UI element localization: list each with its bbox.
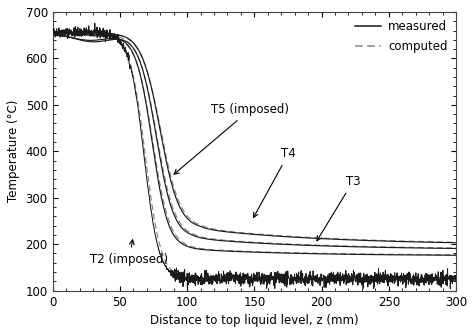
- Text: T4: T4: [254, 147, 296, 217]
- Y-axis label: Temperature (°C): Temperature (°C): [7, 100, 20, 202]
- X-axis label: Distance to top liquid level, z (mm): Distance to top liquid level, z (mm): [150, 314, 359, 327]
- Legend: measured, computed: measured, computed: [350, 15, 453, 58]
- Text: T2 (imposed): T2 (imposed): [90, 240, 168, 266]
- Text: T3: T3: [317, 175, 360, 241]
- Text: T5 (imposed): T5 (imposed): [174, 103, 289, 174]
